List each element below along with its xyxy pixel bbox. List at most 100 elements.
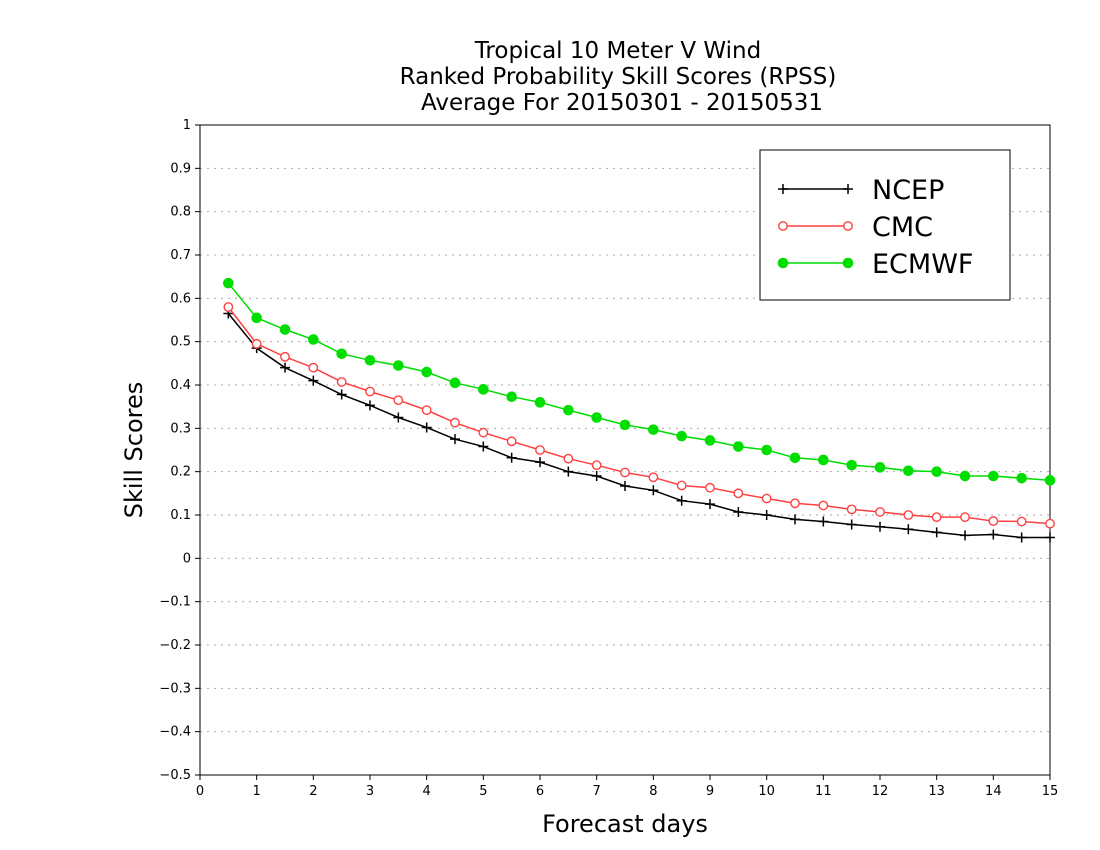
data-point-filled-circle: [308, 334, 319, 345]
data-point-filled-circle: [506, 391, 517, 403]
x-tick-label: 10: [758, 784, 775, 799]
data-point-open-circle: [875, 507, 885, 517]
y-tick-label: 0.9: [170, 161, 191, 176]
data-point-plus: [778, 184, 788, 194]
data-point-plus: [308, 375, 319, 386]
title-line-1: Tropical 10 Meter V Wind: [474, 38, 761, 64]
title-line-3: Average For 20150301 - 20150531: [421, 90, 823, 116]
data-point-filled-circle: [364, 355, 376, 366]
x-tick-label: 3: [366, 784, 374, 799]
series-ecmwf: [223, 277, 1056, 486]
data-point-filled-circle: [223, 277, 234, 289]
data-point-open-circle: [223, 302, 234, 312]
data-point-open-circle: [1045, 518, 1055, 529]
data-point-filled-circle: [648, 424, 659, 435]
data-point-open-circle: [818, 500, 829, 511]
data-point-plus: [1016, 532, 1027, 543]
x-axis-title: Forecast days: [542, 810, 708, 838]
data-point-plus: [365, 400, 375, 411]
x-tick-label: 0: [196, 784, 204, 799]
series-line: [227, 313, 1050, 539]
x-tick-label: 15: [1042, 784, 1059, 799]
data-point-plus: [478, 441, 489, 452]
data-point-open-circle: [988, 516, 999, 526]
data-point-plus: [761, 510, 772, 520]
series-layer: [223, 277, 1056, 543]
data-point-plus: [960, 530, 970, 541]
data-point-plus: [280, 362, 290, 373]
data-point-filled-circle: [534, 397, 546, 408]
x-tick-label: 12: [872, 784, 889, 799]
axis-ticks: −0.5 −0.4 −0.3 −0.2 −0.1 0 0.1 0.2 0.3 0.4 0.5 0.6 0…: [159, 118, 1058, 799]
legend-label: CMC: [872, 212, 933, 243]
data-point-plus: [450, 434, 460, 445]
y-tick-label: −0.4: [159, 725, 191, 740]
data-point-open-circle: [931, 512, 942, 523]
data-point-open-circle: [778, 221, 788, 231]
data-point-filled-circle: [478, 384, 489, 395]
data-point-open-circle: [676, 480, 687, 491]
data-point-plus: [705, 499, 715, 510]
data-point-open-circle: [591, 460, 602, 471]
data-point-plus: [421, 422, 432, 433]
data-point-plus: [818, 516, 829, 527]
data-point-plus: [875, 521, 885, 532]
x-tick-label: 8: [649, 784, 657, 799]
data-point-filled-circle: [959, 470, 971, 482]
y-tick-label: 0.5: [170, 335, 191, 350]
legend-item-cmc: CMC: [778, 212, 933, 243]
data-point-filled-circle: [789, 452, 801, 464]
data-point-open-circle: [308, 362, 319, 373]
series-ncep: [223, 308, 1055, 543]
y-tick-label: 0: [183, 551, 191, 566]
data-point-plus: [988, 529, 999, 540]
y-tick-label: 0.6: [170, 291, 191, 306]
y-axis-title: Skill Scores: [120, 382, 148, 519]
data-point-plus: [903, 524, 914, 535]
y-tick-label: 0.7: [170, 248, 191, 263]
y-tick-label: −0.2: [159, 638, 191, 653]
data-point-filled-circle: [846, 459, 857, 471]
x-tick-label: 4: [423, 784, 431, 799]
legend-label: ECMWF: [872, 249, 973, 280]
data-point-open-circle: [336, 377, 347, 387]
data-point-open-circle: [648, 472, 659, 483]
data-point-filled-circle: [619, 419, 631, 431]
data-point-open-circle: [535, 445, 545, 455]
data-point-plus: [846, 519, 857, 530]
data-point-open-circle: [478, 427, 489, 438]
data-point-open-circle: [790, 498, 800, 509]
plot-frame: [199, 124, 1051, 776]
data-point-filled-circle: [251, 312, 262, 324]
data-point-filled-circle: [842, 257, 854, 269]
x-tick-label: 13: [928, 784, 945, 799]
data-point-filled-circle: [704, 435, 716, 446]
data-point-filled-circle: [676, 430, 687, 442]
legend-item-ncep: NCEP: [778, 175, 944, 206]
legend-label: NCEP: [872, 175, 944, 206]
series-line: [227, 282, 1051, 482]
data-point-filled-circle: [1016, 472, 1027, 484]
data-point-plus: [393, 412, 404, 423]
data-point-open-circle: [506, 436, 517, 447]
data-point-open-circle: [846, 504, 857, 515]
data-point-open-circle: [280, 351, 290, 362]
title-line-2: Ranked Probability Skill Scores (RPSS): [400, 64, 837, 90]
data-point-plus: [1045, 532, 1055, 543]
data-point-plus: [648, 485, 659, 496]
data-point-filled-circle: [336, 348, 347, 360]
data-point-open-circle: [563, 453, 574, 464]
data-point-open-circle: [1016, 516, 1027, 527]
legend-box: [759, 149, 1011, 301]
legend-item-ecmwf: ECMWF: [777, 249, 973, 280]
data-point-filled-circle: [393, 360, 404, 371]
x-tick-label: 2: [309, 784, 317, 799]
data-point-open-circle: [365, 386, 375, 397]
x-tick-label: 11: [815, 784, 832, 799]
y-tick-label: −0.3: [159, 681, 191, 696]
legend: NCEP CMC ECMWF: [759, 149, 1011, 301]
data-point-plus: [563, 466, 574, 477]
data-point-filled-circle: [1044, 475, 1056, 486]
data-point-filled-circle: [449, 377, 461, 389]
data-point-open-circle: [761, 493, 772, 504]
